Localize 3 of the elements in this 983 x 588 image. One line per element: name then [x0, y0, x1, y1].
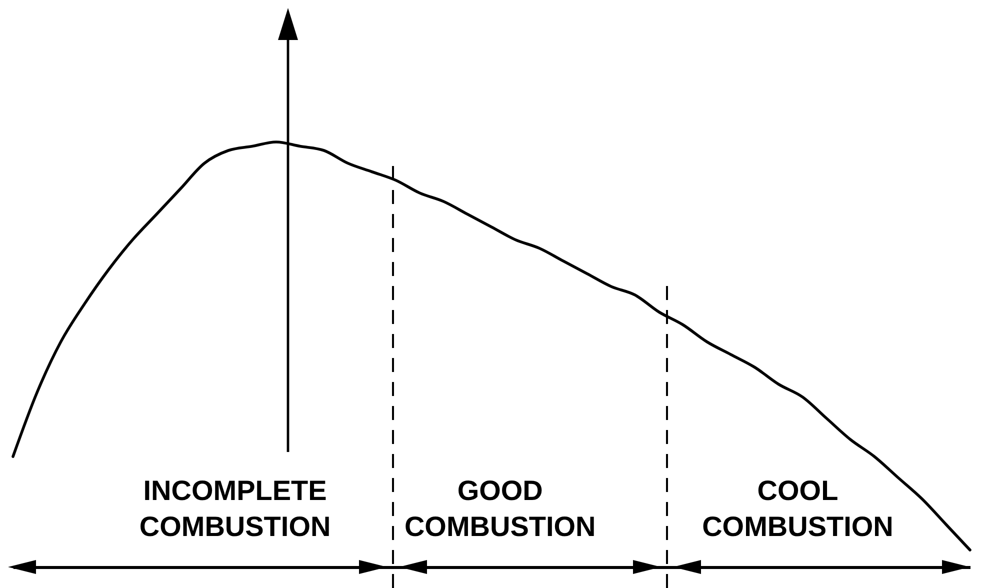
annotation: GOOD COMBUSTION	[404, 475, 596, 542]
annotation: INCOMPLETE COMBUSTION	[139, 475, 331, 542]
annotation: COOL COMBUSTION	[702, 475, 894, 542]
